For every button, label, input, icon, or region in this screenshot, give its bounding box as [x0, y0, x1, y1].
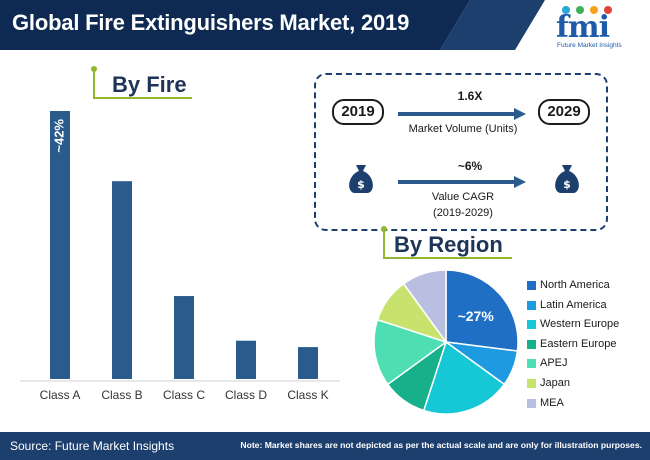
- fmi-logo: fmi Future Market Insights: [548, 4, 648, 50]
- slice-apej: [373, 318, 448, 386]
- slice-mea: [402, 269, 447, 345]
- legend-swatch: [527, 339, 536, 349]
- svg-text:$: $: [357, 178, 365, 191]
- x-tick-label: Class K: [287, 388, 328, 402]
- year-to-pill: 2029: [538, 99, 590, 125]
- legend-label: Latin America: [540, 298, 607, 311]
- svg-text:$: $: [563, 178, 571, 191]
- bar-chart: Class A ~42% Class B Class C Class D Class K: [20, 111, 340, 402]
- market-info-box: 2019 2029 1.6X Market Volume (Units) $ $…: [314, 73, 608, 231]
- by-fire-heading: By Fire: [112, 72, 187, 97]
- legend-swatch: [527, 379, 536, 388]
- by-region-heading: By Region: [394, 232, 503, 257]
- x-tick-label: Class C: [163, 388, 205, 402]
- legend-label: Western Europe: [540, 318, 620, 331]
- x-tick-label: Class D: [225, 388, 267, 402]
- legend-label: North America: [540, 279, 610, 291]
- money-bag-icon: $: [349, 165, 373, 193]
- bar-data-label: ~42%: [51, 119, 66, 153]
- header-banner: Global Fire Extinguishers Market, 2019 f…: [0, 0, 650, 50]
- legend-label: Eastern Europe: [540, 337, 617, 350]
- page-title: Global Fire Extinguishers Market, 2019: [12, 10, 410, 35]
- note-text: Note: Market shares are not depicted as …: [240, 440, 642, 450]
- logo-icons: [562, 6, 612, 14]
- legend-swatch: [527, 398, 536, 408]
- legend-swatch: [527, 359, 536, 369]
- bar-class-a: [50, 111, 70, 379]
- bar-class-d: [236, 340, 256, 379]
- logo-subtitle: Future Market Insights: [557, 42, 622, 49]
- by-fire-bracket: [91, 66, 192, 99]
- logo-mark: fmi: [556, 10, 610, 45]
- volume-arrow-icon: [398, 108, 526, 120]
- slice-data-label: ~27%: [458, 308, 495, 324]
- slice-north-america: [445, 269, 519, 352]
- by-region-bracket: [381, 226, 512, 259]
- cagr-arrow-icon: [398, 176, 526, 188]
- cagr-period: (2019-2029): [433, 207, 493, 219]
- bar-class-b: [112, 181, 132, 379]
- legend-swatch: [527, 300, 536, 310]
- volume-label: Market Volume (Units): [408, 123, 518, 135]
- legend-label: APEJ: [540, 357, 568, 370]
- legend-label: MEA: [540, 396, 564, 409]
- legend-swatch: [527, 281, 536, 290]
- volume-value: 1.6X: [457, 89, 483, 103]
- slice-western-europe: [422, 340, 506, 415]
- footer-bar: Source: Future Market Insights Note: Mar…: [0, 432, 650, 460]
- source-text: Source: Future Market Insights: [10, 439, 175, 453]
- money-bag-icon: $: [555, 165, 579, 193]
- year-from-pill: 2019: [332, 99, 384, 125]
- cagr-value: ~6%: [457, 159, 483, 173]
- bar-class-c: [174, 296, 194, 379]
- bar-class-k: [298, 347, 318, 379]
- x-tick-label: Class B: [101, 388, 142, 402]
- pie-chart: ~27%: [373, 269, 519, 415]
- cagr-label: Value CAGR: [431, 191, 495, 203]
- x-tick-label: Class A: [40, 388, 81, 402]
- legend-label: Japan: [540, 377, 570, 389]
- legend-swatch: [527, 320, 536, 330]
